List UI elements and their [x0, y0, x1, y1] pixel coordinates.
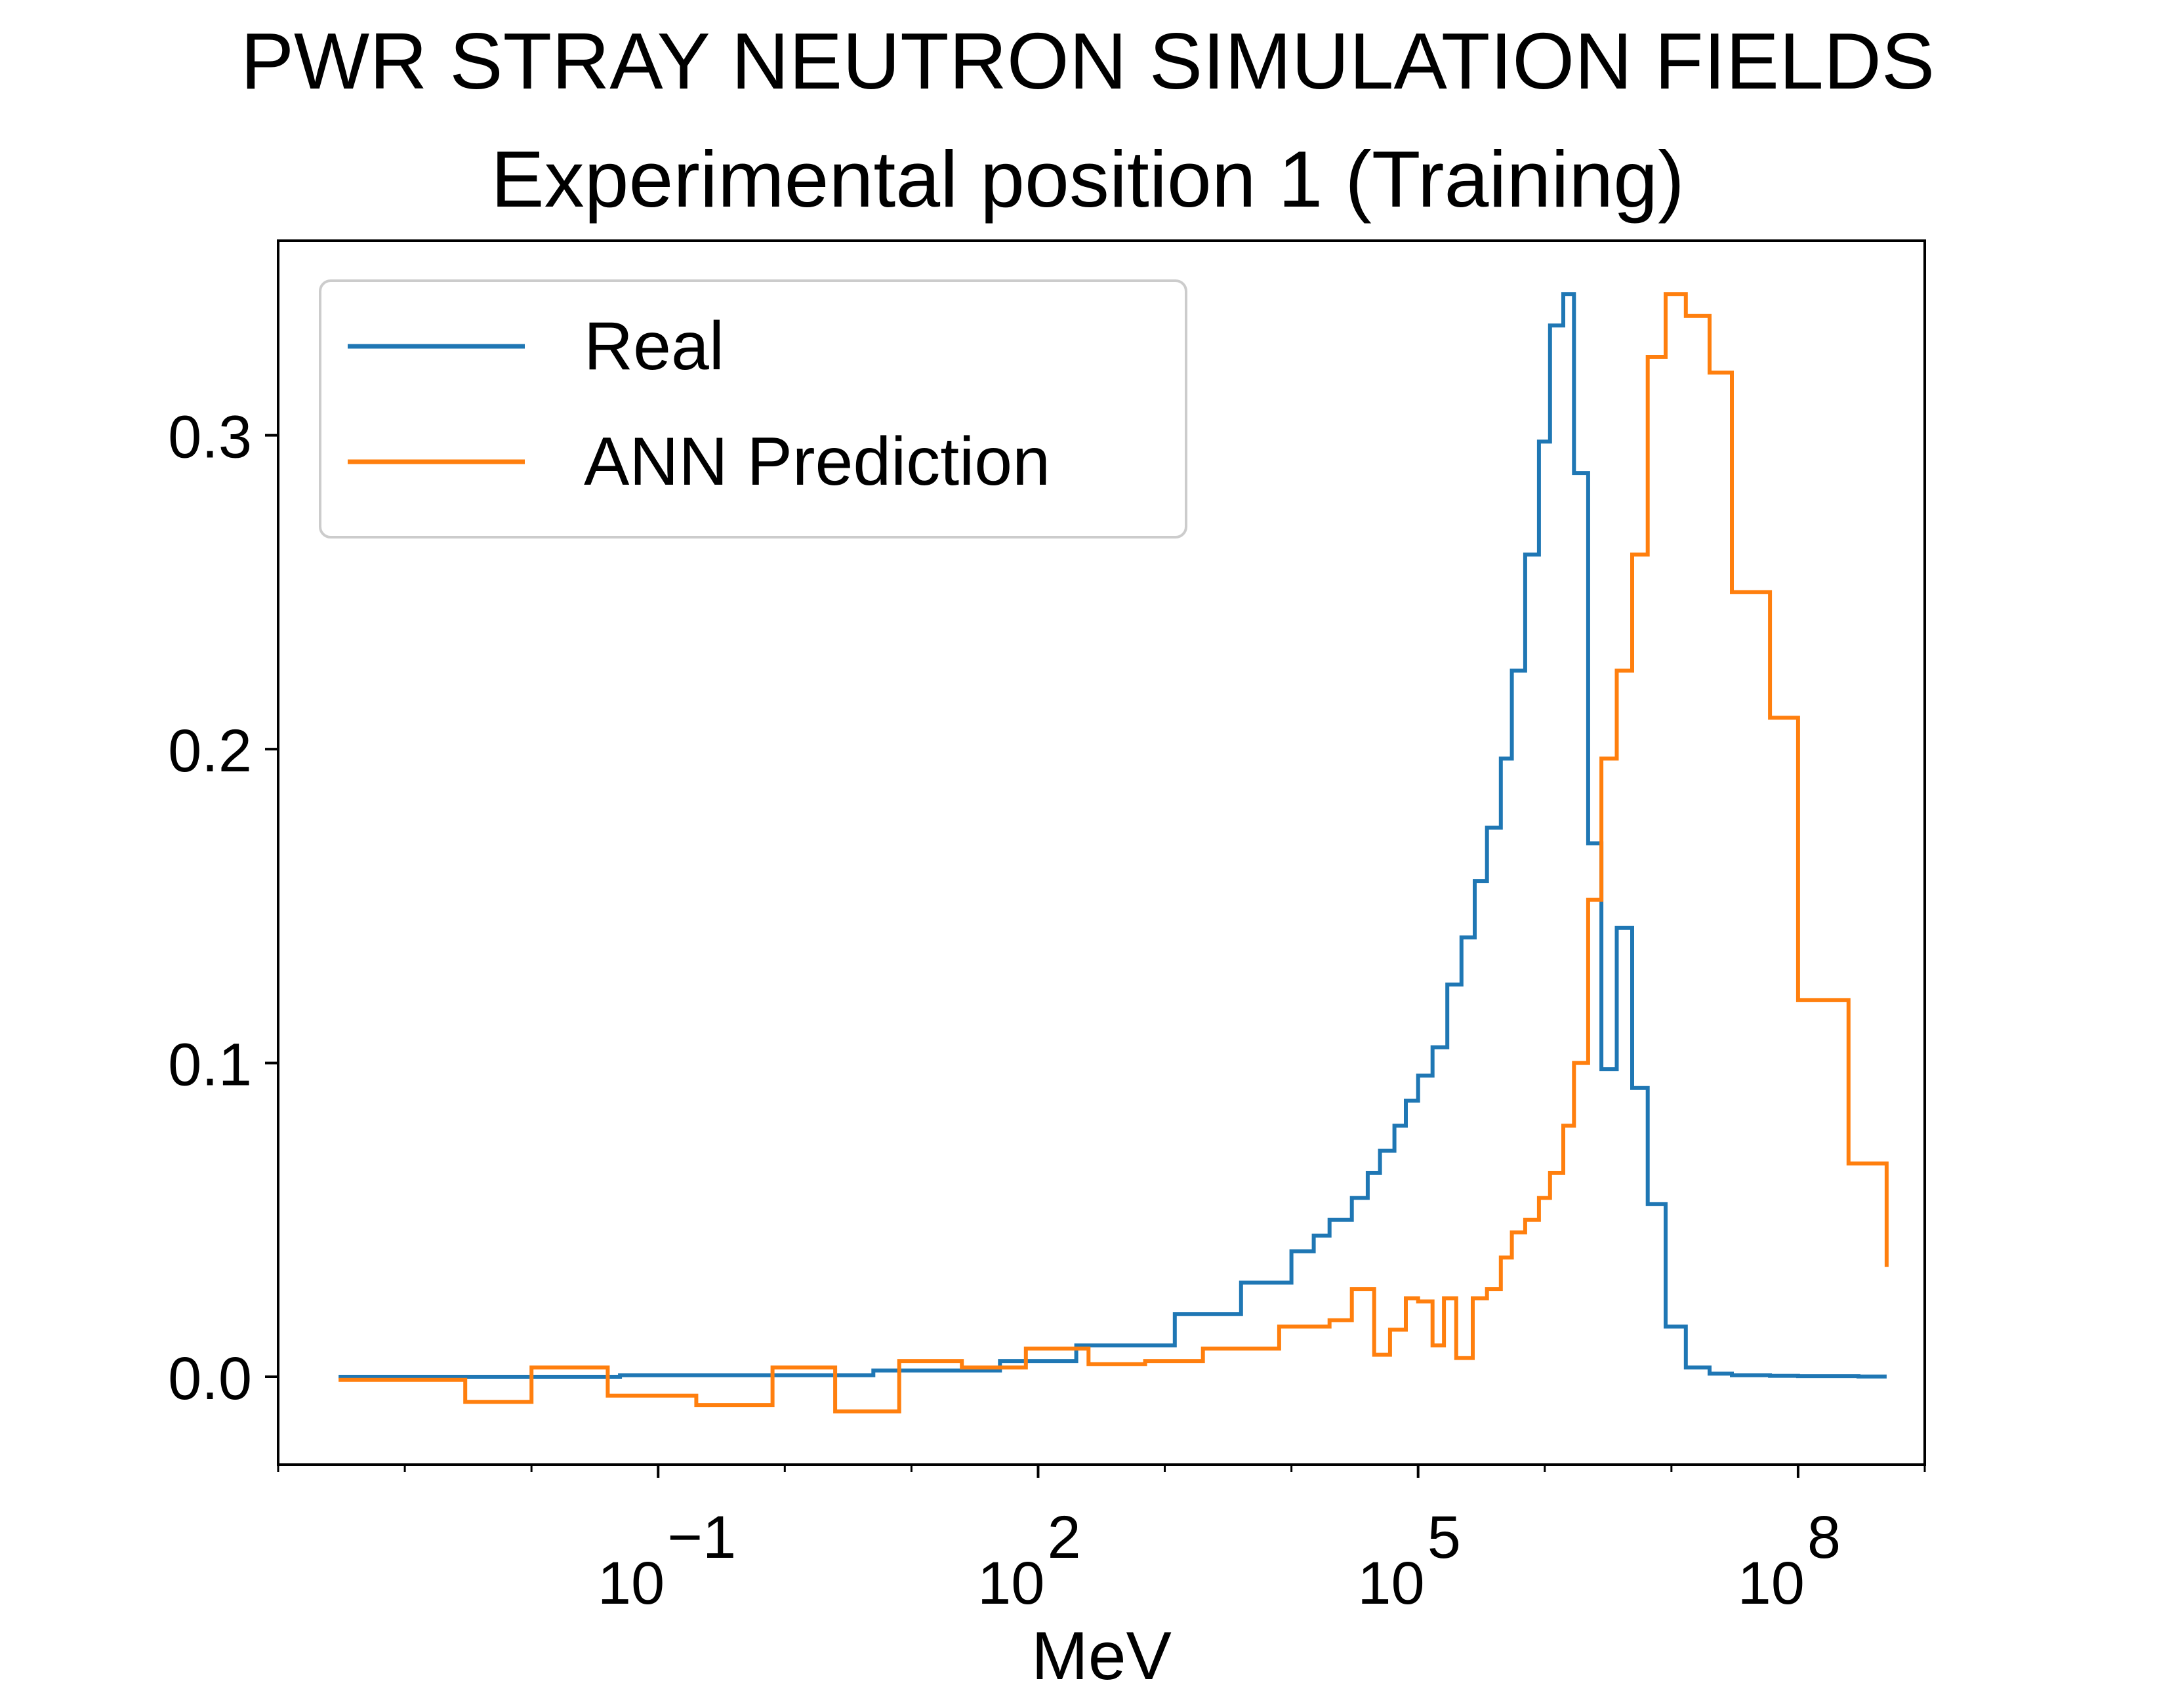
plot-frame	[277, 239, 1926, 1466]
x-axis-label: MeV	[1031, 1618, 1172, 1694]
legend: Real ANN Prediction	[319, 279, 1187, 539]
x-tick-label: 10	[598, 1550, 665, 1617]
x-tick-label: 10	[1738, 1550, 1805, 1617]
series-line-ann-prediction	[339, 292, 1889, 1413]
x-tick-label: 10	[1357, 1550, 1424, 1617]
legend-label-real: Real	[584, 308, 724, 384]
legend-box	[319, 279, 1187, 539]
y-tick-label: 0.0	[168, 1345, 252, 1412]
y-tick-label: 0.1	[168, 1032, 252, 1099]
y-tick-label: 0.2	[168, 718, 252, 784]
legend-label-ann-prediction: ANN Prediction	[584, 424, 1050, 500]
x-tick-exponent: 8	[1807, 1504, 1841, 1571]
series-layer	[339, 292, 1889, 1413]
chart-title: PWR STRAY NEUTRON SIMULATION FIELDS	[241, 16, 1935, 106]
x-tick-exponent: 2	[1047, 1504, 1080, 1571]
x-tick-exponent: 5	[1427, 1504, 1461, 1571]
x-tick-exponent: −1	[667, 1504, 736, 1571]
x-tick-label: 10	[977, 1550, 1044, 1617]
chart-subtitle: Experimental position 1 (Training)	[491, 134, 1685, 224]
series-line-real	[339, 292, 1887, 1379]
y-axis: 0.0 0.1 0.2 0.3	[168, 404, 278, 1412]
y-tick-label: 0.3	[168, 404, 252, 471]
